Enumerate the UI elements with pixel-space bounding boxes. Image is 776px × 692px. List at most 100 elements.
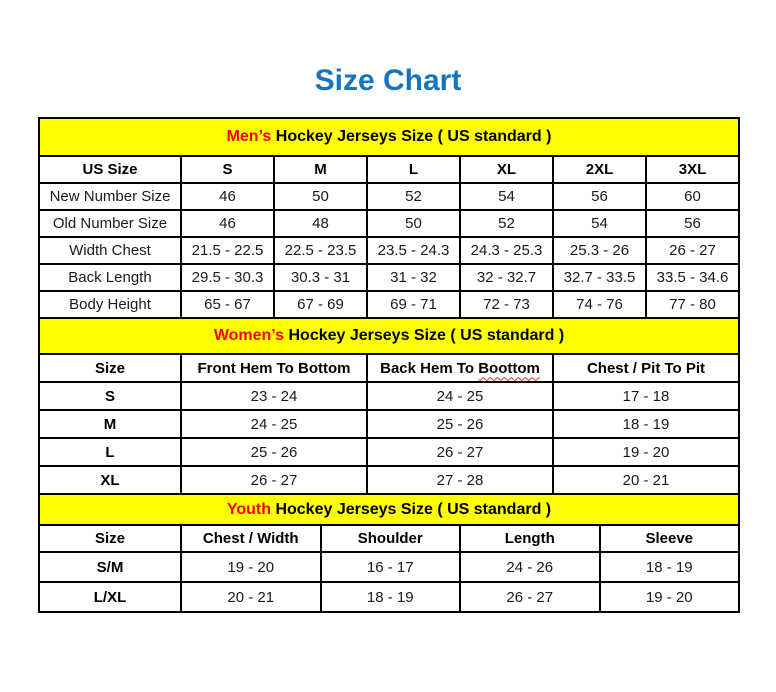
row-label: Width Chest <box>38 236 182 265</box>
size-cell: 24 - 26 <box>459 551 601 583</box>
back-hem-label-prefix: Back Hem To <box>380 359 479 377</box>
row-label: XL <box>38 465 182 495</box>
row-label: Back Length <box>38 263 182 292</box>
size-cell: 23.5 - 24.3 <box>366 236 461 265</box>
size-cell: 30.3 - 31 <box>273 263 368 292</box>
womens-banner-row: Women’s Hockey Jerseys Size ( US standar… <box>38 317 740 355</box>
column-header: XL <box>459 155 554 184</box>
page-title: Size Chart <box>314 64 462 97</box>
size-cell: 26 - 27 <box>645 236 740 265</box>
size-cell: 50 <box>366 209 461 238</box>
column-header: Size <box>38 353 182 383</box>
size-cell: 18 - 19 <box>552 409 740 439</box>
table-row: Width Chest 21.5 - 22.5 22.5 - 23.5 23.5… <box>38 236 740 265</box>
size-cell: 54 <box>459 182 554 211</box>
table-row: XL 26 - 27 27 - 28 20 - 21 <box>38 465 740 495</box>
size-cell: 20 - 21 <box>552 465 740 495</box>
column-header: Shoulder <box>319 524 461 553</box>
youth-banner-row: Youth Hockey Jerseys Size ( US standard … <box>38 493 740 526</box>
column-header: Front Hem To Bottom <box>180 353 368 383</box>
size-cell: 27 - 28 <box>366 465 554 495</box>
size-cell: 26 - 27 <box>366 437 554 467</box>
size-cell: 60 <box>645 182 740 211</box>
table-row: Body Height 65 - 67 67 - 69 69 - 71 72 -… <box>38 290 740 319</box>
size-cell: 19 - 20 <box>180 551 322 583</box>
size-cell: 48 <box>273 209 368 238</box>
table-row: Old Number Size 46 48 50 52 54 56 <box>38 209 740 238</box>
size-cell: 20 - 21 <box>180 581 322 613</box>
size-cell: 24 - 25 <box>180 409 368 439</box>
row-label: S <box>38 381 182 411</box>
row-label: Old Number Size <box>38 209 182 238</box>
size-cell: 26 - 27 <box>459 581 601 613</box>
mens-size-table: Men’s Hockey Jerseys Size ( US standard … <box>38 117 740 319</box>
column-header: S <box>180 155 275 184</box>
column-header: 2XL <box>552 155 647 184</box>
column-header: Chest / Width <box>180 524 322 553</box>
size-cell: 52 <box>366 182 461 211</box>
size-cell: 26 - 27 <box>180 465 368 495</box>
size-cell: 25.3 - 26 <box>552 236 647 265</box>
size-cell: 46 <box>180 209 275 238</box>
size-cell: 21.5 - 22.5 <box>180 236 275 265</box>
size-cell: 19 - 20 <box>598 581 740 613</box>
row-label: Body Height <box>38 290 182 319</box>
womens-banner-text: Hockey Jerseys Size ( US standard ) <box>284 327 565 344</box>
size-cell: 65 - 67 <box>180 290 275 319</box>
size-cell: 24.3 - 25.3 <box>459 236 554 265</box>
size-cell: 16 - 17 <box>319 551 461 583</box>
row-label: S/M <box>38 551 182 583</box>
column-header: 3XL <box>645 155 740 184</box>
column-header: M <box>273 155 368 184</box>
size-cell: 74 - 76 <box>552 290 647 319</box>
table-row: L/XL 20 - 21 18 - 19 26 - 27 19 - 20 <box>38 581 740 613</box>
row-label: New Number Size <box>38 182 182 211</box>
size-cell: 69 - 71 <box>366 290 461 319</box>
column-header: Size <box>38 524 182 553</box>
womens-banner-highlight: Women’s <box>213 327 285 344</box>
column-header: Sleeve <box>598 524 740 553</box>
youth-banner: Youth Hockey Jerseys Size ( US standard … <box>38 493 740 526</box>
size-cell: 32.7 - 33.5 <box>552 263 647 292</box>
youth-header-row: Size Chest / Width Shoulder Length Sleev… <box>38 524 740 553</box>
size-cell: 29.5 - 30.3 <box>180 263 275 292</box>
mens-banner: Men’s Hockey Jerseys Size ( US standard … <box>38 117 740 157</box>
size-cell: 23 - 24 <box>180 381 368 411</box>
size-tables-container: Men’s Hockey Jerseys Size ( US standard … <box>38 117 740 613</box>
table-row: New Number Size 46 50 52 54 56 60 <box>38 182 740 211</box>
womens-banner: Women’s Hockey Jerseys Size ( US standar… <box>38 317 740 355</box>
size-cell: 32 - 32.7 <box>459 263 554 292</box>
row-label: L <box>38 437 182 467</box>
column-header: Chest / Pit To Pit <box>552 353 740 383</box>
size-cell: 19 - 20 <box>552 437 740 467</box>
size-cell: 17 - 18 <box>552 381 740 411</box>
size-cell: 54 <box>552 209 647 238</box>
size-cell: 46 <box>180 182 275 211</box>
size-cell: 31 - 32 <box>366 263 461 292</box>
size-cell: 33.5 - 34.6 <box>645 263 740 292</box>
size-cell: 72 - 73 <box>459 290 554 319</box>
size-cell: 22.5 - 23.5 <box>273 236 368 265</box>
column-header: L <box>366 155 461 184</box>
column-header: US Size <box>38 155 182 184</box>
column-header: Length <box>459 524 601 553</box>
size-cell: 77 - 80 <box>645 290 740 319</box>
column-header-misspelled: Back Hem To Boottom <box>366 353 554 383</box>
table-row: S/M 19 - 20 16 - 17 24 - 26 18 - 19 <box>38 551 740 583</box>
size-cell: 50 <box>273 182 368 211</box>
womens-header-row: Size Front Hem To Bottom Back Hem To Boo… <box>38 353 740 383</box>
womens-size-table: Women’s Hockey Jerseys Size ( US standar… <box>38 317 740 495</box>
youth-size-table: Youth Hockey Jerseys Size ( US standard … <box>38 493 740 613</box>
table-row: M 24 - 25 25 - 26 18 - 19 <box>38 409 740 439</box>
row-label: M <box>38 409 182 439</box>
size-cell: 24 - 25 <box>366 381 554 411</box>
table-row: S 23 - 24 24 - 25 17 - 18 <box>38 381 740 411</box>
size-cell: 18 - 19 <box>319 581 461 613</box>
size-cell: 25 - 26 <box>180 437 368 467</box>
mens-banner-text: Hockey Jerseys Size ( US standard ) <box>271 128 552 145</box>
mens-header-row: US Size S M L XL 2XL 3XL <box>38 155 740 184</box>
table-row: L 25 - 26 26 - 27 19 - 20 <box>38 437 740 467</box>
size-cell: 18 - 19 <box>598 551 740 583</box>
size-cell: 25 - 26 <box>366 409 554 439</box>
